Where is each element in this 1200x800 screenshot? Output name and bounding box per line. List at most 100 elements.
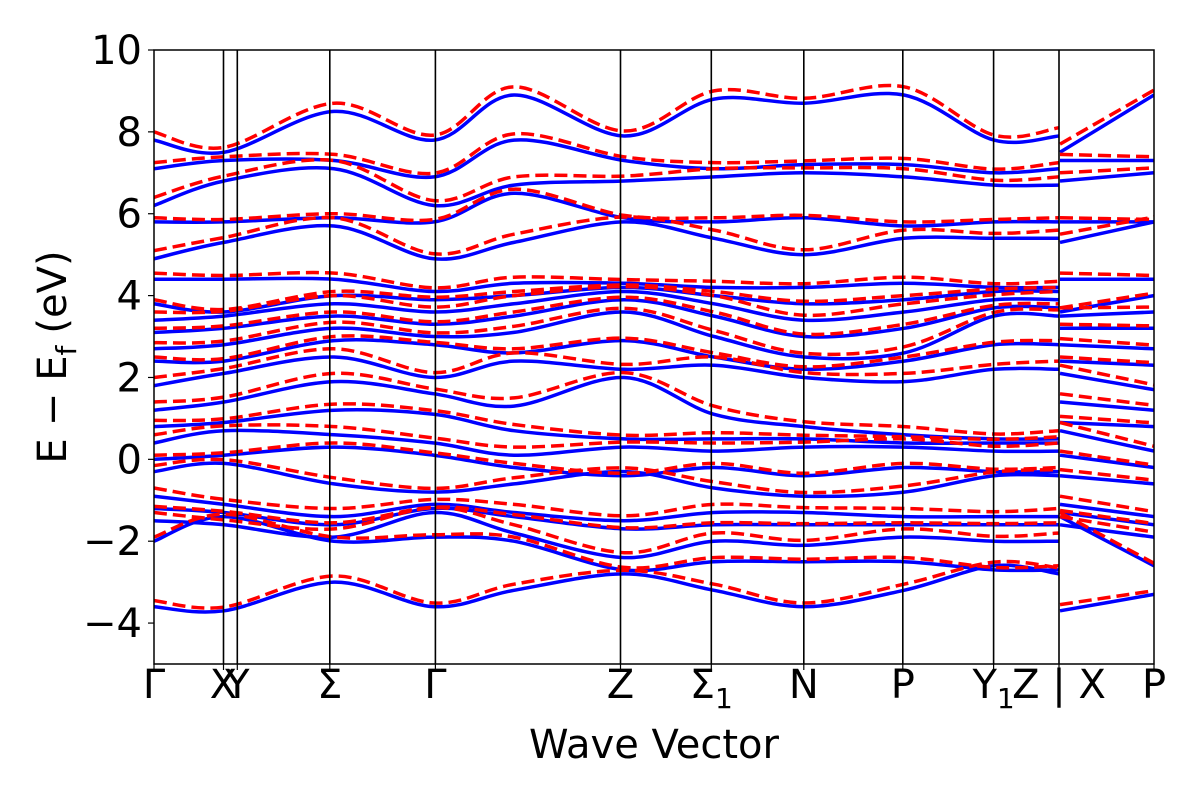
dft-band-line — [154, 310, 1060, 361]
dft-band-line — [154, 563, 1060, 614]
model-band-line — [1059, 508, 1154, 526]
model-band-line — [154, 505, 1060, 555]
model-band-line — [1059, 514, 1154, 534]
y-tick-label: 2 — [117, 355, 142, 401]
dft-band-line — [154, 297, 1060, 339]
model-band-line — [154, 423, 1060, 449]
dft-band-line — [154, 461, 1060, 499]
model-band-line — [154, 306, 1060, 357]
model-band-line — [154, 559, 1060, 610]
model-band-line — [154, 347, 1060, 380]
model-band-line — [154, 283, 1060, 312]
model-band-line — [154, 457, 1060, 495]
model-bands — [154, 83, 1154, 610]
dft-band-line — [154, 91, 1060, 155]
x-tick-label: P — [891, 662, 915, 708]
model-band-line — [1059, 88, 1154, 146]
dft-band-line — [1059, 453, 1154, 470]
model-band-line — [154, 295, 1060, 337]
dft-band-line — [1059, 171, 1154, 183]
dft-band-line — [154, 220, 1059, 261]
y-tick-label: 6 — [117, 192, 142, 238]
y-tick-label: −2 — [83, 519, 142, 565]
high-symmetry-lines — [222, 50, 1060, 664]
dft-band-line — [1059, 342, 1154, 351]
dft-band-line — [1059, 515, 1154, 568]
model-band-line — [1059, 271, 1154, 278]
model-band-line — [1059, 291, 1154, 310]
model-band-line — [1059, 414, 1154, 425]
x-tick-label: Y1 — [971, 662, 1014, 715]
dft-band-line — [154, 355, 1060, 388]
model-band-line — [154, 270, 1060, 290]
y-tick-label: −4 — [83, 601, 142, 647]
model-band-line — [1059, 336, 1154, 347]
x-axis-label: Wave Vector — [529, 722, 780, 768]
y-label-sub: f — [50, 344, 83, 355]
model-band-line — [1059, 152, 1154, 159]
x-tick-label: X — [210, 662, 237, 708]
dft-band-line — [154, 289, 1060, 323]
x-tick-label: Γ — [143, 662, 166, 708]
x-tick-label: Γ — [424, 662, 447, 708]
dft-band-line — [154, 166, 1060, 208]
dft-band-line — [1059, 473, 1154, 486]
dft-band-line — [1059, 400, 1154, 412]
plot-frame — [153, 49, 1155, 665]
model-band-line — [1059, 363, 1154, 387]
model-band-line — [154, 512, 1060, 570]
dft-band-line — [1059, 310, 1154, 318]
y-label-e2: E — [30, 355, 76, 380]
y-label-e1: E — [30, 438, 76, 463]
model-band-line — [154, 370, 1060, 436]
y-label-unit: (eV) — [30, 250, 76, 333]
dft-band-line — [154, 445, 1060, 478]
x-tick-label: Y — [224, 662, 250, 708]
model-band-line — [154, 284, 1060, 318]
model-band-line — [154, 504, 1060, 530]
model-band-line — [1059, 588, 1154, 607]
y-label-minus: − — [30, 393, 76, 427]
model-band-line — [1059, 322, 1154, 328]
dft-band-line — [1059, 293, 1154, 314]
model-band-line — [1059, 215, 1154, 236]
dft-band-line — [154, 408, 1059, 446]
x-tick-label: N — [789, 662, 819, 708]
dft-band-line — [1059, 428, 1154, 453]
model-band-line — [154, 131, 1060, 176]
model-band-line — [154, 486, 1060, 518]
model-band-line — [1059, 166, 1154, 175]
model-band-line — [1059, 449, 1154, 467]
x-tick-label: Z | X — [1012, 662, 1106, 708]
dft-band-line — [1059, 371, 1154, 392]
y-tick-label: 4 — [117, 274, 142, 320]
model-band-line — [1059, 420, 1154, 448]
y-tick-label: 0 — [117, 437, 142, 483]
model-band-line — [1059, 216, 1154, 222]
model-band-line — [154, 441, 1060, 476]
model-band-line — [1059, 392, 1154, 408]
dft-band-line — [154, 510, 1060, 560]
dft-band-line — [154, 494, 1059, 523]
x-tick-label: P — [1142, 662, 1166, 708]
dft-band-line — [154, 428, 1060, 457]
dft-band-line — [154, 338, 1060, 372]
x-tick-label: Z — [607, 662, 634, 708]
x-tick-label: Σ1 — [690, 662, 733, 715]
svg-text:E−Ef(eV): E − Ef (eV) — [30, 250, 83, 463]
dft-band-line — [1059, 592, 1154, 613]
model-band-line — [1059, 355, 1154, 365]
dft-band-line — [1059, 93, 1154, 154]
model-band-line — [1059, 467, 1154, 482]
y-axis-ticks: −4 −2 0 2 4 6 8 10 — [83, 28, 154, 647]
model-band-line — [154, 334, 1060, 369]
dft-band-line — [1059, 523, 1154, 539]
model-band-line — [154, 158, 1060, 203]
y-tick-label: 10 — [91, 28, 142, 74]
dft-band-line — [1059, 502, 1154, 519]
dft-band-line — [1059, 359, 1154, 367]
x-tick-label: Σ — [317, 662, 342, 708]
model-band-line — [154, 187, 1060, 224]
